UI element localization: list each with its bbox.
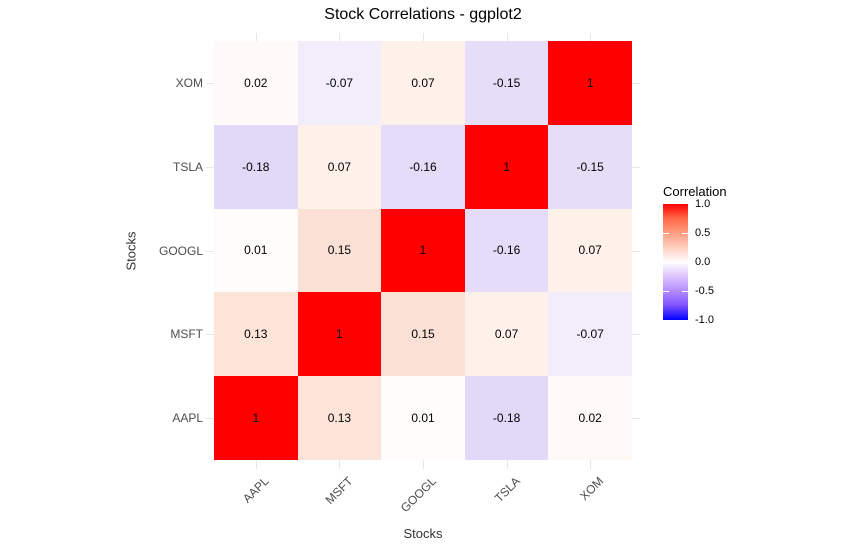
legend-tick-left [663, 233, 669, 234]
legend-tick-right [682, 291, 688, 292]
legend-tick-right [682, 233, 688, 234]
legend-label-0.0: 0.0 [695, 256, 711, 268]
heatmap-cell-value: 0.02 [578, 411, 602, 426]
heatmap-tiles: 0.02 -0.07 0.07 -0.15 1 -0.18 0.07 -0.16 1 -0.15 0… [214, 41, 632, 460]
legend-label--1.0: -1.0 [695, 314, 714, 326]
heatmap-cell-TSLA-GOOGL: -0.16 [381, 124, 465, 209]
heatmap-cell-GOOGL-MSFT: 0.15 [297, 208, 382, 293]
heatmap-cell-AAPL-AAPL: 1 [214, 376, 298, 460]
heatmap-cell-GOOGL-TSLA: -0.16 [464, 208, 549, 293]
x-tick-label-AAPL: AAPL [240, 474, 272, 506]
heatmap-cell-GOOGL-GOOGL: 1 [381, 208, 465, 293]
heatmap-cell-GOOGL-XOM: 0.07 [548, 208, 632, 293]
legend: Correlation 1.0 0.5 0.0 -0.5 -1.0 [663, 184, 727, 326]
x-tick-label-GOOGL: GOOGL [397, 474, 439, 516]
legend-label-1.0: 1.0 [695, 198, 711, 210]
heatmap-cell-value: -0.16 [492, 243, 521, 258]
heatmap-cell-XOM-TSLA: -0.15 [464, 41, 549, 125]
x-axis-title: Stocks [403, 526, 443, 541]
heatmap-cell-value: 0.07 [411, 75, 435, 90]
heatmap-cell-AAPL-GOOGL: 0.01 [381, 376, 465, 460]
heatmap-cell-AAPL-MSFT: 0.13 [297, 376, 382, 460]
heatmap-cell-value: 0.07 [494, 327, 519, 342]
heatmap-cell-MSFT-TSLA: 0.07 [464, 292, 549, 377]
heatmap-cell-TSLA-MSFT: 0.07 [297, 124, 382, 209]
heatmap-cell-value: -0.07 [325, 75, 354, 90]
y-tick-label-TSLA: TSLA [172, 159, 203, 174]
heatmap-cell-MSFT-GOOGL: 0.15 [381, 292, 465, 377]
heatmap-cell-value: 1 [419, 243, 427, 258]
heatmap-cell-XOM-AAPL: 0.02 [214, 41, 298, 125]
heatmap-cell-value: 0.02 [244, 75, 268, 90]
heatmap-cell-value: -0.15 [576, 159, 604, 174]
heatmap-cell-XOM-XOM: 1 [548, 41, 632, 125]
heatmap-cell-value: 1 [503, 159, 510, 174]
heatmap-cell-value: 0.07 [578, 243, 602, 258]
legend-label--0.5: -0.5 [695, 285, 714, 297]
heatmap-cell-AAPL-TSLA: -0.18 [464, 376, 549, 460]
legend-title: Correlation [663, 184, 727, 199]
chart-title: Stock Correlations - ggplot2 [324, 6, 522, 23]
heatmap-cell-MSFT-XOM: -0.07 [548, 292, 632, 377]
y-tick-label-MSFT: MSFT [170, 327, 203, 342]
y-tick-label-XOM: XOM [175, 75, 203, 90]
heatmap-cell-value: 1 [252, 411, 260, 426]
heatmap-cell-value: 0.15 [411, 327, 435, 342]
heatmap-cell-value: -0.18 [242, 159, 270, 174]
x-tick-label-TSLA: TSLA [491, 474, 523, 506]
y-tick-label-GOOGL: GOOGL [158, 243, 203, 258]
legend-tick-left [663, 291, 669, 292]
x-tick-label-XOM: XOM [576, 474, 607, 504]
heatmap-cell-XOM-GOOGL: 0.07 [381, 41, 465, 125]
heatmap-cell-XOM-MSFT: -0.07 [297, 41, 382, 125]
heatmap-cell-value: 0.13 [244, 327, 268, 342]
heatmap-cell-AAPL-XOM: 0.02 [548, 376, 632, 460]
heatmap-cell-value: 0.15 [327, 243, 352, 258]
heatmap-cell-value: 1 [586, 75, 594, 90]
heatmap-cell-TSLA-TSLA: 1 [464, 124, 549, 209]
x-tick-label-MSFT: MSFT [322, 474, 356, 508]
y-tick-label-AAPL: AAPL [172, 411, 203, 426]
heatmap-cell-value: 0.07 [327, 159, 352, 174]
heatmap-cell-MSFT-AAPL: 0.13 [214, 292, 298, 377]
heatmap-cell-value: 1 [336, 327, 343, 342]
heatmap-cell-GOOGL-AAPL: 0.01 [214, 208, 298, 293]
heatmap-cell-value: 0.01 [411, 411, 435, 426]
heatmap-cell-value: -0.16 [409, 159, 437, 174]
heatmap-cell-value: 0.13 [327, 411, 352, 426]
heatmap-cell-TSLA-XOM: -0.15 [548, 124, 632, 209]
heatmap-cell-value: 0.01 [244, 243, 268, 258]
heatmap-cell-TSLA-AAPL: -0.18 [214, 124, 298, 209]
heatmap-cell-MSFT-MSFT: 1 [297, 292, 382, 377]
heatmap-cell-value: -0.18 [492, 411, 521, 426]
heatmap-cell-value: -0.07 [576, 327, 604, 342]
legend-gradient-bar [663, 204, 688, 320]
plot-panel: 0.02 -0.07 0.07 -0.15 1 -0.18 0.07 -0.16 1 -0.15 0… [206, 33, 640, 469]
y-axis-title: Stocks [123, 231, 139, 271]
legend-label-0.5: 0.5 [695, 227, 711, 239]
heatmap-cell-value: -0.15 [492, 75, 521, 90]
